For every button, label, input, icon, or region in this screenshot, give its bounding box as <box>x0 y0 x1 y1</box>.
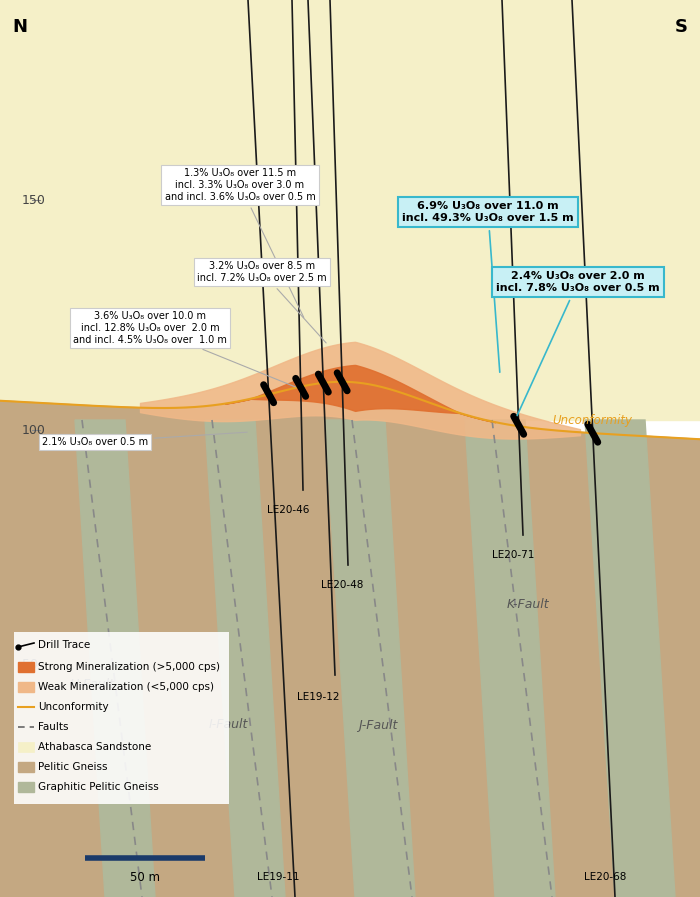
Text: Drill Trace: Drill Trace <box>38 640 90 650</box>
Text: Faults: Faults <box>38 722 69 732</box>
Text: 3.6% U₃O₈ over 10.0 m
incl. 12.8% U₃O₈ over  2.0 m
and incl. 4.5% U₃O₈ over  1.0: 3.6% U₃O₈ over 10.0 m incl. 12.8% U₃O₈ o… <box>73 311 295 387</box>
Text: 2.1% U₃O₈ over 0.5 m: 2.1% U₃O₈ over 0.5 m <box>42 432 247 447</box>
Bar <box>18 762 34 772</box>
Text: N: N <box>12 18 27 36</box>
Text: I-Fault: I-Fault <box>209 718 248 731</box>
Text: 50: 50 <box>22 658 38 672</box>
Text: H-Fault: H-Fault <box>69 678 115 692</box>
Text: Weak Mineralization (<5,000 cps): Weak Mineralization (<5,000 cps) <box>38 682 214 692</box>
Polygon shape <box>465 420 555 897</box>
Bar <box>18 742 34 752</box>
Polygon shape <box>205 420 285 897</box>
Text: K-Fault: K-Fault <box>507 598 550 612</box>
Polygon shape <box>325 420 415 897</box>
Text: LE19-11: LE19-11 <box>257 872 300 882</box>
Polygon shape <box>75 420 155 897</box>
Text: LE20-48: LE20-48 <box>321 580 363 590</box>
Text: LE20-71: LE20-71 <box>492 550 534 560</box>
Polygon shape <box>585 420 675 897</box>
Text: LE20-68: LE20-68 <box>584 872 626 882</box>
Text: Pelitic Gneiss: Pelitic Gneiss <box>38 762 108 772</box>
Text: 150: 150 <box>22 194 46 206</box>
Text: Unconformity: Unconformity <box>552 414 632 427</box>
Text: 6.9% U₃O₈ over 11.0 m
incl. 49.3% U₃O₈ over 1.5 m: 6.9% U₃O₈ over 11.0 m incl. 49.3% U₃O₈ o… <box>402 201 574 372</box>
Text: Unconformity: Unconformity <box>38 702 108 712</box>
Text: 3.2% U₃O₈ over 8.5 m
incl. 7.2% U₃O₈ over 2.5 m: 3.2% U₃O₈ over 8.5 m incl. 7.2% U₃O₈ ove… <box>197 261 327 343</box>
Text: 1.3% U₃O₈ over 11.5 m
incl. 3.3% U₃O₈ over 3.0 m
and incl. 3.6% U₃O₈ over 0.5 m: 1.3% U₃O₈ over 11.5 m incl. 3.3% U₃O₈ ov… <box>164 169 316 318</box>
Text: LE20-46: LE20-46 <box>267 505 309 515</box>
Bar <box>18 682 34 692</box>
Text: Athabasca Sandstone: Athabasca Sandstone <box>38 742 151 752</box>
Text: 2.4% U₃O₈ over 2.0 m
incl. 7.8% U₃O₈ over 0.5 m: 2.4% U₃O₈ over 2.0 m incl. 7.8% U₃O₈ ove… <box>496 271 660 415</box>
FancyBboxPatch shape <box>14 632 229 804</box>
Text: LE19-12: LE19-12 <box>297 692 340 702</box>
Text: Graphitic Pelitic Gneiss: Graphitic Pelitic Gneiss <box>38 782 159 792</box>
Bar <box>0 0 700 420</box>
Text: 50 m: 50 m <box>130 871 160 884</box>
Text: S: S <box>675 18 688 36</box>
Bar <box>18 782 34 792</box>
Text: J-Fault: J-Fault <box>358 718 398 731</box>
Bar <box>18 662 34 672</box>
Text: Strong Mineralization (>5,000 cps): Strong Mineralization (>5,000 cps) <box>38 662 220 672</box>
Text: 100: 100 <box>22 423 46 437</box>
